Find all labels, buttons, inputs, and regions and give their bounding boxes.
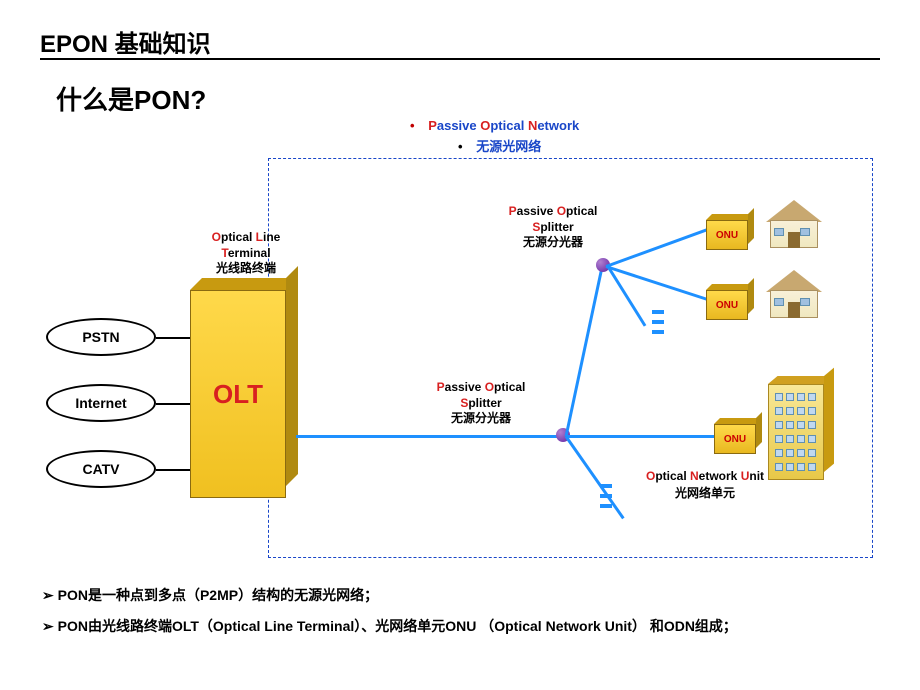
splitter2-label: Passive Optical Splitter 无源分光器 bbox=[416, 380, 546, 427]
onu3-side bbox=[756, 412, 762, 448]
onu1: ONU bbox=[706, 220, 748, 250]
catv-node: CATV bbox=[46, 450, 156, 488]
splitter1-label: Passive Optical Splitter 无源分光器 bbox=[488, 204, 618, 251]
section-title: 什么是PON? bbox=[56, 80, 206, 117]
olt-top-face bbox=[190, 278, 298, 290]
dots1 bbox=[652, 310, 664, 334]
bullet1: PON是一种点到多点（P2MP）结构的无源光网络； bbox=[42, 580, 737, 611]
sp2-right-line bbox=[566, 435, 716, 438]
olt-side-face bbox=[286, 266, 298, 486]
pstn-label: PSTN bbox=[82, 329, 119, 345]
olt-block: OLT bbox=[190, 290, 286, 498]
trunk-line bbox=[296, 435, 558, 438]
internet-node: Internet bbox=[46, 384, 156, 422]
pstn-node: PSTN bbox=[46, 318, 156, 356]
internet-label: Internet bbox=[75, 395, 126, 411]
bullet-list: PON是一种点到多点（P2MP）结构的无源光网络； PON由光线路终端OLT（O… bbox=[42, 580, 737, 642]
building-side bbox=[824, 368, 834, 472]
pstn-link bbox=[156, 337, 190, 339]
onu-label: Optical Network Unit 光网络单元 bbox=[620, 468, 790, 502]
olt-text: OLT bbox=[213, 379, 263, 410]
onu2-text: ONU bbox=[716, 300, 738, 311]
onu3: ONU bbox=[714, 424, 756, 454]
onu1-side bbox=[748, 208, 754, 244]
catv-link bbox=[156, 469, 190, 471]
pon-header-en: • Passive Optical Network bbox=[410, 118, 579, 133]
page-title: EPON 基础知识 bbox=[40, 24, 211, 59]
onu2-side bbox=[748, 278, 754, 314]
bullet2: PON由光线路终端OLT（Optical Line Terminal）、光网络单… bbox=[42, 611, 737, 642]
house2 bbox=[766, 268, 822, 318]
dots2 bbox=[600, 484, 612, 508]
onu1-text: ONU bbox=[716, 230, 738, 241]
title-divider bbox=[40, 58, 880, 60]
olt-label: Optical Line Terminal 光线路终端 bbox=[186, 230, 306, 277]
onu2: ONU bbox=[706, 290, 748, 320]
internet-link bbox=[156, 403, 190, 405]
pon-header-cn: • 无源光网络 bbox=[458, 136, 541, 155]
house1 bbox=[766, 198, 822, 248]
catv-label: CATV bbox=[82, 461, 119, 477]
building bbox=[768, 384, 824, 480]
onu3-text: ONU bbox=[724, 434, 746, 445]
